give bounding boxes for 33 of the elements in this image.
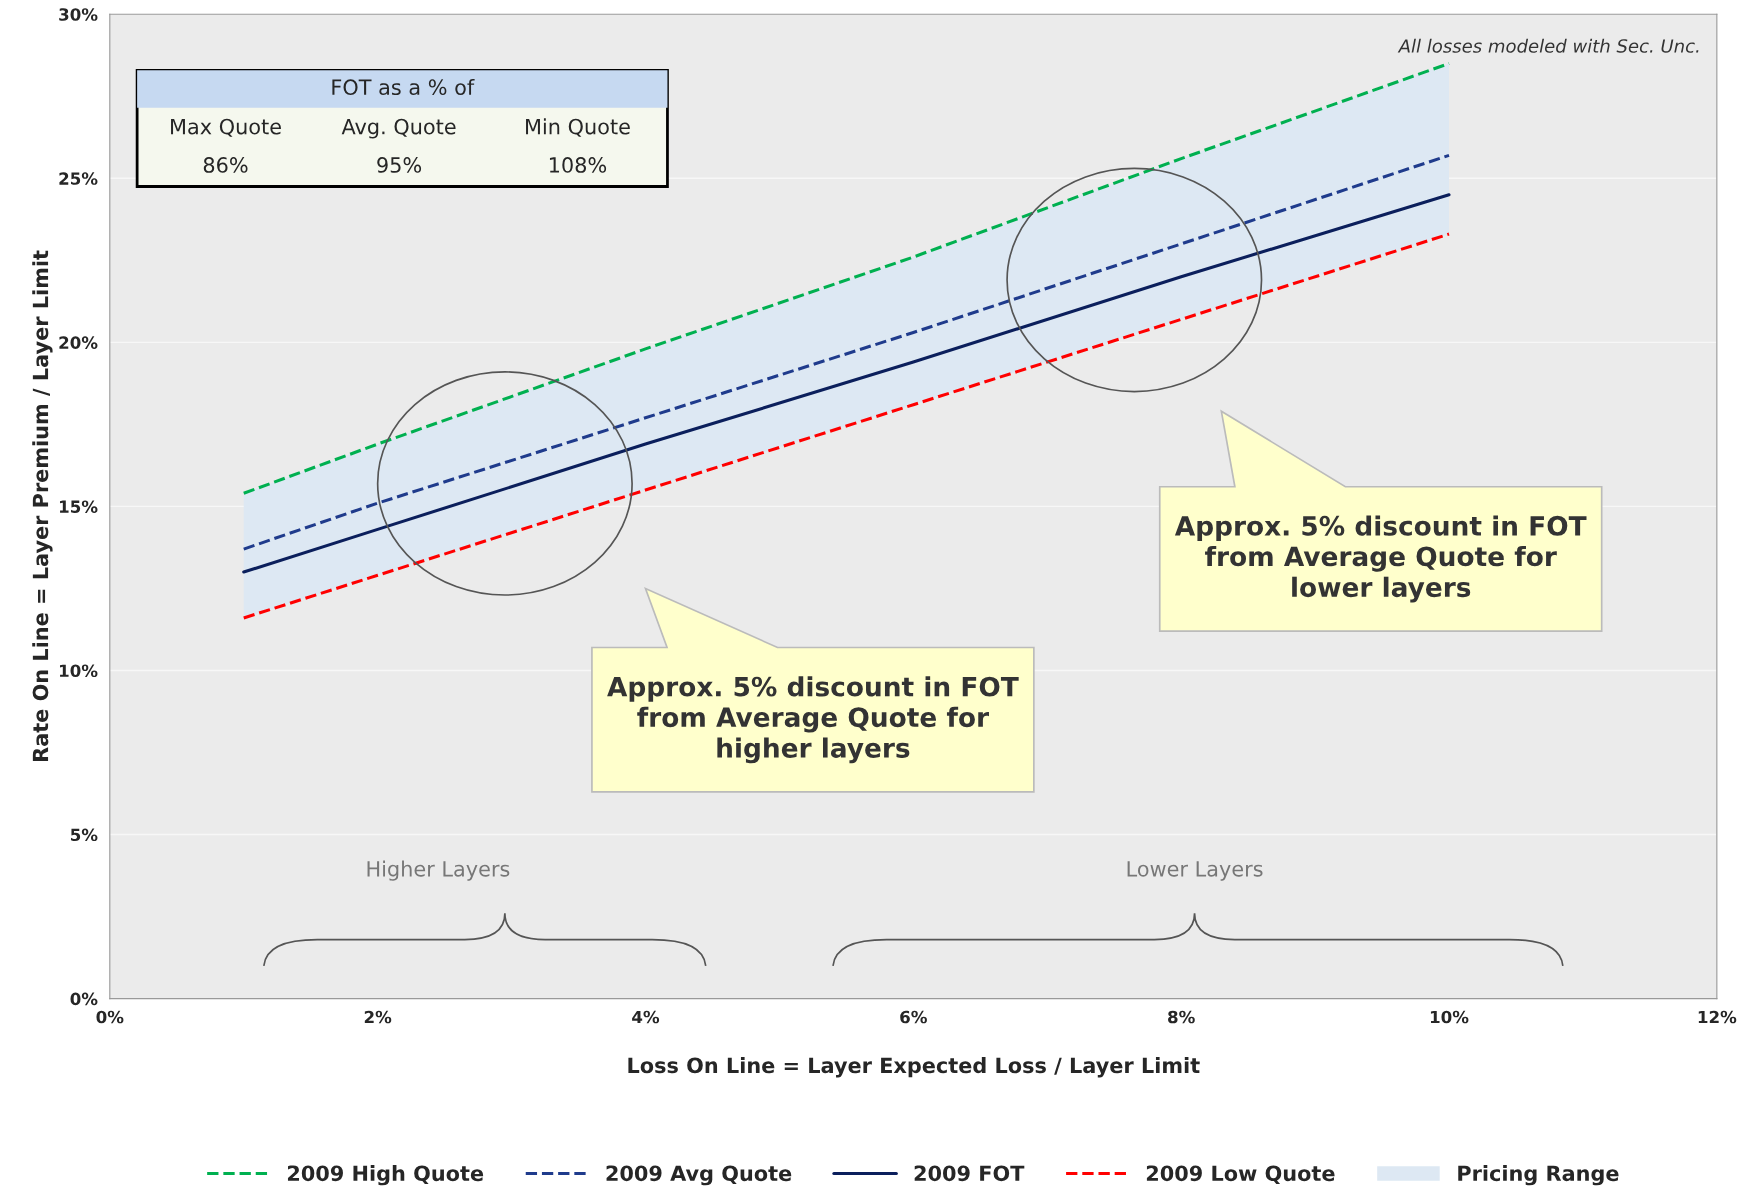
x-tick-label: 2% — [364, 1010, 392, 1024]
y-axis-title: Rate On Line = Layer Premium / Layer Limit — [32, 250, 53, 761]
x-tick-label: 8% — [1168, 1010, 1195, 1024]
y-tick-label: 15% — [59, 500, 98, 513]
x-axis-title: Loss On Line = Layer Expected Loss / Layer Limit — [628, 1057, 1200, 1078]
y-tick-label: 20% — [59, 336, 98, 349]
annotation: 95% — [377, 157, 422, 173]
annotation: Approx. 5% discount in FOT from Average Quote for higher layers — [607, 676, 1019, 764]
annotation: 86% — [203, 157, 248, 173]
x-tick-label: 10% — [1430, 1010, 1469, 1024]
annotation: Avg. Quote — [341, 118, 456, 139]
text: Pricing Range — [1458, 1165, 1619, 1186]
annotation: FOT as a % of — [332, 78, 475, 96]
legend-label: 2009 High Quote — [287, 1165, 484, 1186]
annotation: Higher Layers — [367, 860, 510, 881]
y-tick-label: 25% — [59, 172, 98, 185]
annotation: Approx. 5% discount in FOT from Average Quote for lower layers — [1174, 515, 1587, 603]
annotation: 108% — [549, 157, 607, 173]
y-tick-label: 5% — [70, 828, 98, 842]
legend-label: 2009 FOT — [914, 1165, 1025, 1182]
x-tick-label: 0% — [96, 1010, 124, 1024]
x-tick-label: 12% — [1698, 1010, 1737, 1024]
y-tick-label: 0% — [70, 992, 98, 1006]
x-tick-label: 4% — [632, 1010, 660, 1024]
x-tick-label: 6% — [900, 1010, 927, 1024]
y-tick-label: 10% — [59, 664, 98, 678]
annotation: Min Quote — [526, 118, 630, 137]
legend-label: 2009 Low Quote — [1146, 1165, 1335, 1184]
annotation: All losses modeled with Sec. Unc. — [1397, 38, 1699, 53]
annotation: Lower Layers — [1127, 861, 1263, 881]
annotation: Max Quote — [171, 118, 281, 137]
legend-label: 2009 Avg Quote — [606, 1165, 792, 1186]
y-tick-label: 30% — [59, 8, 98, 21]
